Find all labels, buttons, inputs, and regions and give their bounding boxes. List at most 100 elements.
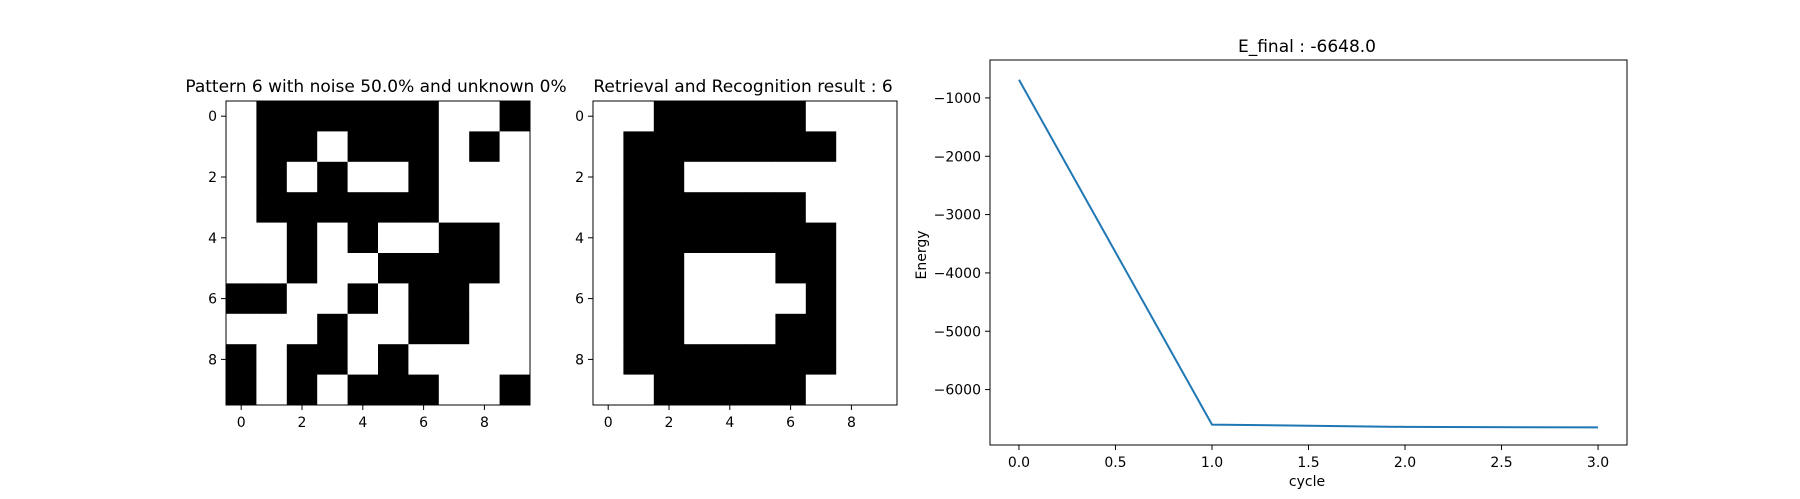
retrieval-cell — [714, 101, 746, 132]
retrieval-cell — [684, 192, 716, 224]
noisy-pattern-cell — [286, 101, 318, 132]
noisy-pattern-cell — [317, 101, 349, 132]
retrieval-cell — [714, 192, 746, 224]
noisy-pattern-cell — [408, 101, 440, 132]
noisy-pattern-cell — [347, 313, 379, 345]
retrieval-cell — [745, 313, 776, 345]
energy-panel: E_final : -6648.0 0.0 0.5 1.0 1.5 2.0 2.5 3.0 −… — [914, 37, 1628, 490]
retrieval-cell — [653, 101, 685, 132]
energy-series-line — [1018, 79, 1599, 429]
retrieval-cell — [593, 101, 624, 132]
retrieval-cell — [745, 161, 776, 193]
energy-x-tick-label: 0.0 — [1008, 455, 1030, 471]
retrieval-y-tick-label: 6 — [575, 292, 584, 308]
retrieval-cell — [623, 161, 655, 193]
noisy-pattern-cell — [408, 253, 440, 284]
noisy-pattern-cell — [438, 344, 470, 376]
noisy-pattern-cell — [256, 222, 288, 254]
retrieval-cell — [775, 161, 807, 193]
noisy-pattern-cell — [226, 161, 257, 193]
noisy-pattern-cell — [317, 131, 349, 163]
noisy-pattern-cell — [469, 161, 501, 193]
retrieval-cell — [805, 374, 837, 406]
retrieval-cell — [866, 161, 898, 193]
noisy-pattern-cell — [499, 344, 531, 376]
retrieval-x-tick-label: 8 — [847, 415, 856, 431]
noisy-pattern-cell — [408, 313, 440, 345]
noisy-pattern-cell — [378, 222, 409, 254]
noisy-pattern-frame — [225, 100, 531, 406]
retrieval-cell — [805, 131, 837, 163]
noisy-pattern-cell — [286, 161, 318, 193]
retrieval-cell — [714, 131, 746, 163]
noisy-pattern-cell — [408, 374, 440, 406]
retrieval-cell — [714, 253, 746, 284]
energy-x-tick-label: 2.0 — [1394, 455, 1416, 471]
energy-title: E_final : -6648.0 — [1238, 37, 1376, 57]
noisy-pattern-cell — [256, 131, 288, 163]
noisy-pattern-cell — [438, 253, 470, 284]
noisy-pattern-cell — [347, 222, 379, 254]
retrieval-cell — [714, 313, 746, 345]
retrieval-cell — [593, 344, 624, 376]
noisy-pattern-cell — [438, 222, 470, 254]
noisy-pattern-cell — [256, 192, 288, 224]
retrieval-cell — [866, 313, 898, 345]
retrieval-cell — [866, 192, 898, 224]
retrieval-cell — [805, 313, 837, 345]
retrieval-cell — [745, 131, 776, 163]
noisy-pattern-cell — [469, 222, 501, 254]
noisy-pattern-cell — [499, 192, 531, 224]
noisy-pattern-cell — [347, 253, 379, 284]
noisy-pattern-title: Pattern 6 with noise 50.0% and unknown 0… — [185, 77, 566, 97]
noisy-pattern-cell — [226, 222, 257, 254]
noisy-pattern-cell — [317, 283, 349, 315]
noisy-pattern-x-tick-label: 8 — [480, 415, 489, 431]
noisy-pattern-panel: Pattern 6 with noise 50.0% and unknown 0… — [185, 77, 566, 431]
retrieval-cell — [653, 313, 685, 345]
noisy-pattern-cell — [286, 222, 318, 254]
energy-y-tick-label: −3000 — [934, 208, 981, 224]
retrieval-cell — [866, 222, 898, 254]
energy-ticks: 0.0 0.5 1.0 1.5 2.0 2.5 3.0 −1000 −2000 −3000 −400… — [934, 91, 1610, 471]
noisy-pattern-cell — [226, 101, 257, 132]
noisy-pattern-x-tick-label: 0 — [237, 415, 246, 431]
noisy-pattern-cell — [438, 101, 470, 132]
noisy-pattern-y-tick-label: 4 — [208, 231, 217, 247]
noisy-pattern-cell — [317, 192, 349, 224]
noisy-pattern-cell — [469, 313, 501, 345]
noisy-pattern-cell — [378, 283, 409, 315]
noisy-pattern-cell — [256, 101, 288, 132]
noisy-pattern-cell — [469, 131, 501, 163]
noisy-pattern-cell — [286, 374, 318, 406]
retrieval-cell — [653, 131, 685, 163]
noisy-pattern-cell — [317, 253, 349, 284]
retrieval-cell — [714, 283, 746, 315]
retrieval-cell — [866, 253, 898, 284]
noisy-pattern-cell — [347, 283, 379, 315]
noisy-pattern-cell — [256, 374, 288, 406]
retrieval-title: Retrieval and Recognition result : 6 — [593, 77, 892, 97]
noisy-pattern-ticks: 0 2 4 6 8 0 2 4 6 8 — [208, 109, 489, 431]
energy-y-tick-label: −5000 — [934, 324, 981, 340]
noisy-pattern-cell — [226, 313, 257, 345]
retrieval-cell — [623, 253, 655, 284]
noisy-pattern-cell — [286, 131, 318, 163]
noisy-pattern-cell — [286, 253, 318, 284]
noisy-pattern-cell — [286, 313, 318, 345]
retrieval-cell — [714, 222, 746, 254]
noisy-pattern-cell — [438, 374, 470, 406]
noisy-pattern-cell — [226, 131, 257, 163]
retrieval-cell — [593, 313, 624, 345]
retrieval-x-tick-label: 4 — [725, 415, 734, 431]
retrieval-x-tick-label: 6 — [786, 415, 795, 431]
retrieval-y-tick-label: 8 — [575, 352, 584, 368]
x-axis-label: cycle — [1289, 474, 1325, 490]
noisy-pattern-cell — [408, 131, 440, 163]
retrieval-x-tick-label: 0 — [604, 415, 613, 431]
retrieval-cell — [593, 192, 624, 224]
retrieval-cell — [684, 131, 716, 163]
retrieval-cell — [836, 313, 868, 345]
retrieval-cell — [684, 222, 716, 254]
retrieval-cell — [593, 161, 624, 193]
